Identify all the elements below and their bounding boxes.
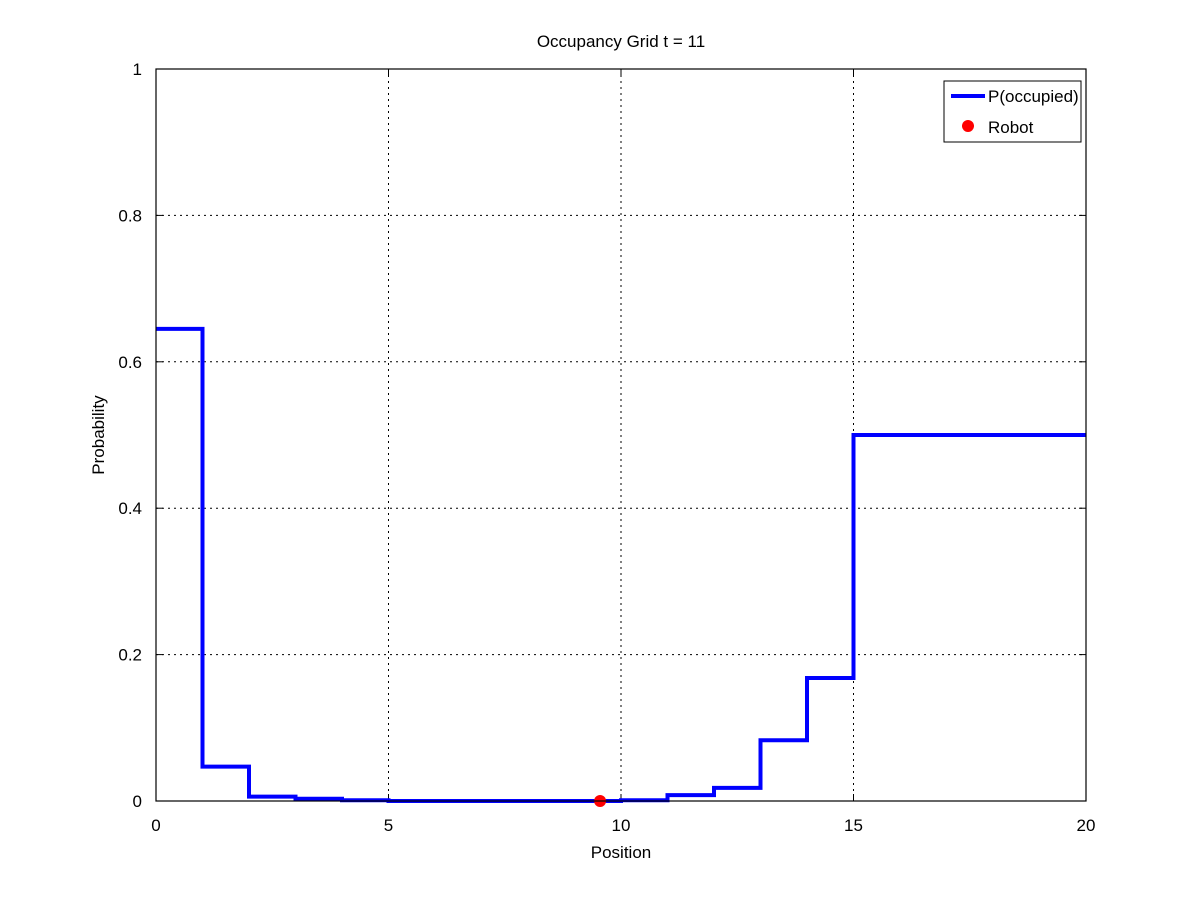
y-tick-label: 0.2 xyxy=(118,646,142,665)
x-axis-label: Position xyxy=(591,843,651,862)
legend: P(occupied) Robot xyxy=(943,80,1082,143)
y-tick-label: 0.6 xyxy=(118,353,142,372)
x-tick-label: 0 xyxy=(151,816,160,835)
chart-title: Occupancy Grid t = 11 xyxy=(537,32,705,51)
y-tick-label: 1 xyxy=(133,60,142,79)
y-tick-label: 0.8 xyxy=(118,206,142,225)
x-tick-label: 5 xyxy=(384,816,393,835)
legend-label-p-occupied: P(occupied) xyxy=(988,87,1079,106)
legend-swatch-marker xyxy=(962,120,974,132)
x-tick-label: 10 xyxy=(612,816,631,835)
y-tick-label: 0.4 xyxy=(118,499,142,518)
tick-labels: 0 5 10 15 20 0 0.2 0.4 0.6 0.8 1 xyxy=(118,60,1095,835)
y-axis-label: Probability xyxy=(89,395,108,475)
legend-label-robot: Robot xyxy=(988,118,1034,137)
x-tick-label: 15 xyxy=(844,816,863,835)
grid xyxy=(156,69,1086,801)
plot-frame xyxy=(155,68,1087,802)
x-tick-label: 20 xyxy=(1077,816,1096,835)
y-tick-label: 0 xyxy=(133,792,142,811)
